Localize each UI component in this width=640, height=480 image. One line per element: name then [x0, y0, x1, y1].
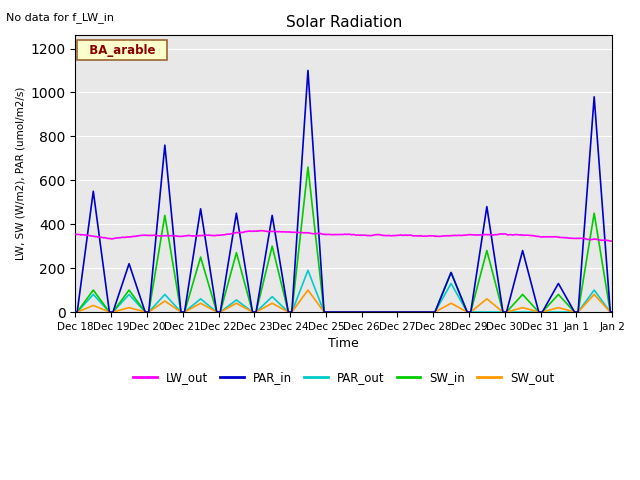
- Legend: LW_out, PAR_in, PAR_out, SW_in, SW_out: LW_out, PAR_in, PAR_out, SW_in, SW_out: [128, 367, 559, 389]
- Text: BA_arable: BA_arable: [81, 44, 163, 57]
- Y-axis label: LW, SW (W/m2), PAR (umol/m2/s): LW, SW (W/m2), PAR (umol/m2/s): [15, 87, 25, 260]
- Text: No data for f_LW_in: No data for f_LW_in: [6, 12, 115, 23]
- Title: Solar Radiation: Solar Radiation: [285, 15, 402, 30]
- X-axis label: Time: Time: [328, 337, 359, 350]
